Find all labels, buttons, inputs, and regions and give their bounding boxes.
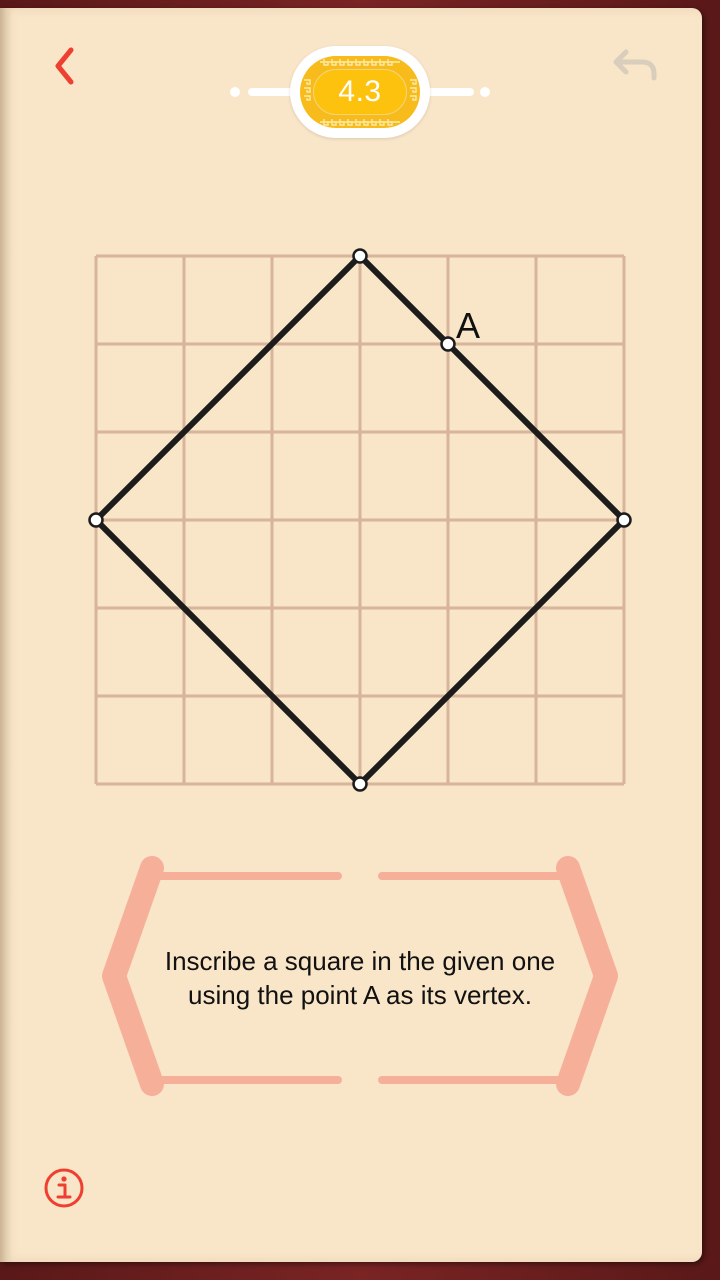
square-edge [93,517,363,787]
back-button[interactable] [44,44,88,88]
square-edge [357,253,627,523]
square-edge [93,253,363,523]
square-edge [357,517,627,787]
undo-button[interactable] [608,44,660,88]
square-outline [93,253,627,787]
right-bracket [556,856,618,1096]
undo-icon [613,49,657,81]
puzzle-board[interactable]: A [84,244,636,796]
level-dot [480,87,490,97]
vertex-point[interactable] [88,512,104,528]
instruction-panel [102,856,618,1096]
instruction-text: Inscribe a square in the given one using… [130,944,590,1012]
level-badge-inner: 4.3 [300,56,420,128]
left-bracket [102,856,164,1096]
info-button[interactable] [42,1166,86,1210]
chevron-left-icon [55,47,74,85]
level-badge: 4.3 [290,46,430,138]
level-number: 4.3 [338,75,382,108]
instruction-line-1: Inscribe a square in the given one [164,946,556,976]
vertex-point[interactable] [352,248,368,264]
level-dot [230,87,240,97]
greek-key-pattern [304,59,417,126]
vertex-point[interactable] [352,776,368,792]
grid [94,254,626,786]
point-a-label: A [456,305,480,346]
instruction-line-2: using the point A as its vertex. [188,980,532,1010]
vertex-point[interactable] [616,512,632,528]
point-a[interactable] [440,336,456,352]
info-icon [44,1168,84,1208]
page-binding-edge [0,8,12,1262]
level-pill [313,69,407,115]
vertex-points [88,248,632,792]
